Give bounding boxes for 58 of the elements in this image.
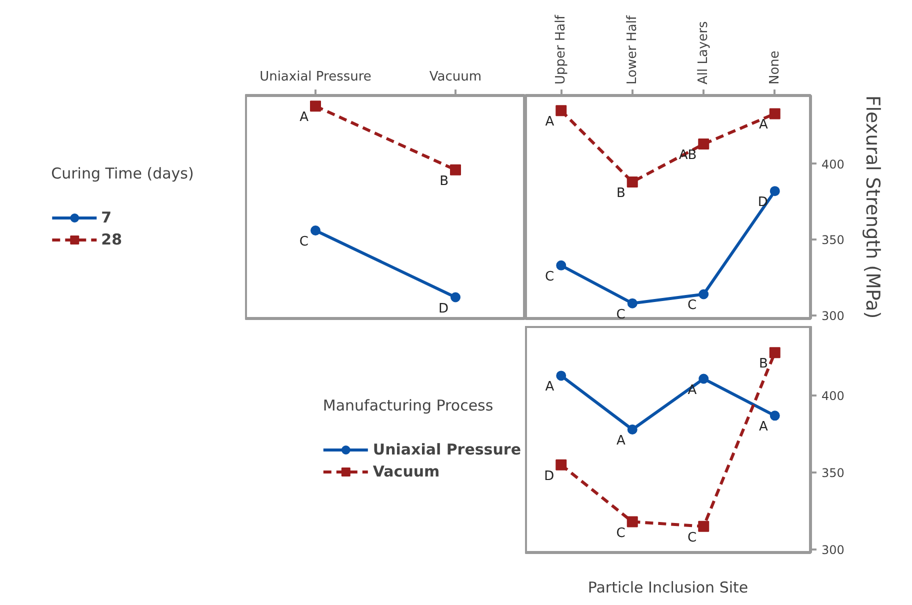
point: [556, 105, 567, 116]
y-axis-title: Flexural Strength (MPa): [861, 95, 884, 319]
point: [698, 138, 710, 150]
y-tick-label: 300: [822, 542, 844, 557]
point: [698, 374, 709, 384]
point: [556, 370, 566, 381]
point: [627, 298, 638, 308]
legend-title: Manufacturing Process: [322, 396, 494, 414]
annotation: A: [758, 420, 768, 435]
point: [450, 164, 461, 176]
legend-title: Curing Time (days): [51, 164, 194, 182]
annotation: D: [544, 468, 554, 484]
annotation: C: [545, 269, 554, 284]
annotation: B: [616, 186, 626, 201]
x-tick-label: Uniaxial Pressure: [260, 70, 372, 84]
y-tick-label: 400: [822, 157, 844, 172]
point: [556, 260, 566, 270]
point: [769, 347, 780, 358]
annotation: C: [616, 526, 626, 541]
annotation: D: [438, 301, 449, 316]
annotation: AB: [678, 148, 697, 164]
point: [556, 459, 567, 470]
annotation: A: [545, 380, 554, 395]
y-tick-label: 400: [822, 389, 844, 404]
x-axis-title: Particle Inclusion Site: [588, 578, 748, 596]
point: [310, 226, 320, 236]
y-tick-label: 350: [822, 466, 844, 480]
legend-label: 7: [101, 208, 113, 226]
annotation: A: [545, 114, 554, 130]
point: [770, 186, 780, 196]
point: [770, 410, 780, 421]
y-tick-label: 300: [822, 308, 844, 323]
annotation: C: [299, 234, 308, 250]
point: [627, 424, 638, 434]
annotation: A: [616, 434, 626, 449]
x-tick-label: None: [767, 50, 782, 84]
point: [626, 516, 638, 528]
point: [310, 100, 321, 112]
y-tick-label: 350: [822, 233, 844, 248]
point: [698, 520, 710, 532]
point: [450, 292, 460, 302]
point: [698, 289, 709, 300]
annotation: B: [758, 356, 768, 372]
legend-label: 28: [101, 230, 122, 248]
annotation: C: [688, 298, 697, 314]
annotation: A: [300, 110, 309, 126]
point: [769, 108, 780, 120]
annotation: C: [688, 530, 697, 546]
x-tick-label: Upper Half: [554, 14, 569, 84]
x-tick-label: All Layers: [696, 21, 712, 84]
x-tick-label: Lower Half: [624, 15, 640, 84]
annotation: B: [440, 174, 449, 189]
legend-label: Vacuum: [372, 462, 440, 480]
point: [626, 176, 638, 188]
x-tick-label: Vacuum: [429, 70, 482, 84]
annotation: A: [758, 118, 768, 133]
annotation: C: [616, 307, 626, 322]
legend-label: Uniaxial Pressure: [372, 440, 521, 458]
